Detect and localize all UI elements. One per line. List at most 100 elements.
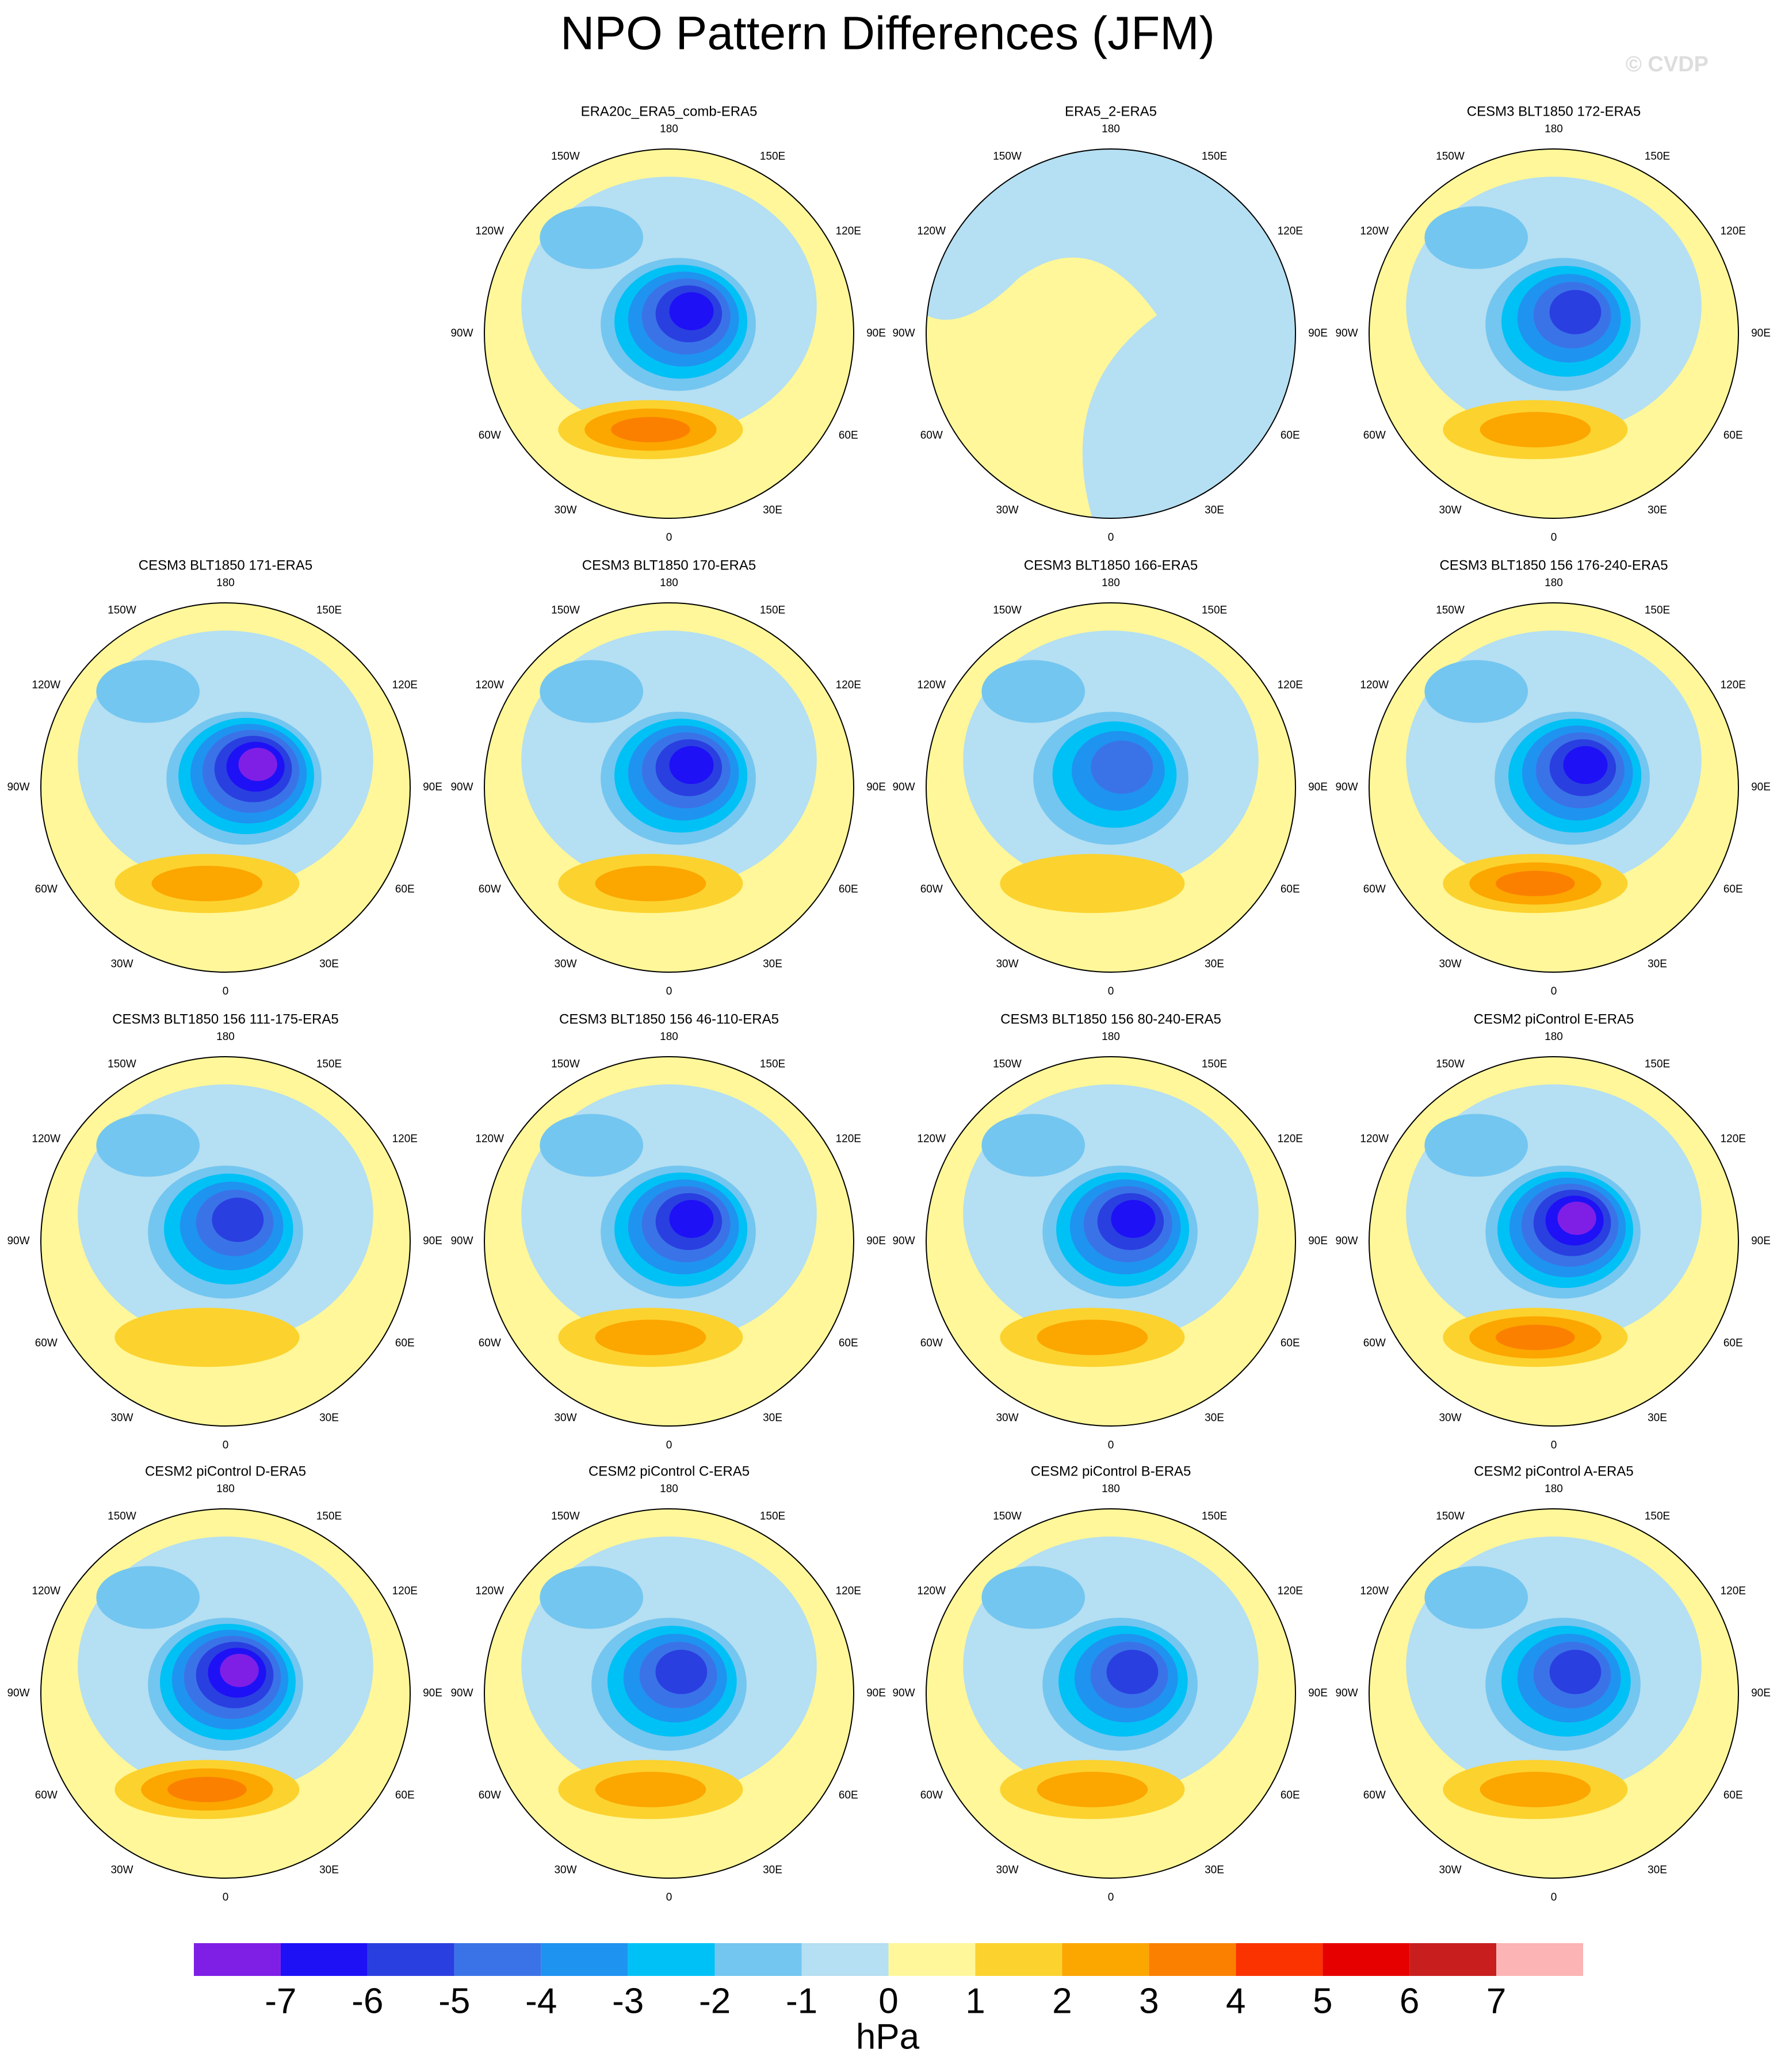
lon-label: 90W [450, 1687, 473, 1699]
lon-label: 60W [1363, 430, 1386, 442]
lon-label: 90E [423, 1235, 442, 1247]
low-contour [1549, 290, 1602, 335]
lon-label: 0 [1108, 1439, 1114, 1451]
lon-label: 90W [892, 327, 915, 339]
pacific-low [981, 1114, 1086, 1177]
colorbar-tick-label: 6 [1400, 1981, 1419, 2021]
lon-label: 90W [1335, 781, 1358, 793]
lon-label: 0 [1551, 532, 1557, 544]
map-outline [926, 602, 1296, 973]
map-panel: CESM2 piControl E-ERA5 180 150E 120E 90E 60E 3… [1335, 1011, 1770, 1451]
lon-label: 150W [551, 1058, 580, 1071]
lon-label: 150W [993, 151, 1022, 163]
lon-label: 90E [1308, 781, 1328, 793]
lon-label: 120E [1721, 679, 1746, 691]
high-contour [1496, 1324, 1575, 1350]
lon-label: 120W [917, 1585, 946, 1597]
lon-label: 30E [319, 958, 339, 970]
lon-label: 30E [319, 1864, 339, 1876]
map-outline [1369, 1508, 1739, 1879]
map-panel: CESM3 BLT1850 156 176-240-ERA5 180 150E 120… [1335, 557, 1770, 997]
colorbar-swatch [628, 1943, 715, 1976]
colorbar-swatch [541, 1943, 628, 1976]
low-contour [669, 746, 714, 785]
colorbar-tick-label: -2 [699, 1981, 731, 2021]
panel-title: CESM3 BLT1850 172-ERA5 [1467, 104, 1641, 119]
lon-label: 30W [1439, 958, 1461, 970]
colorbar-swatch [888, 1943, 976, 1976]
lon-label: 180 [1545, 1483, 1563, 1495]
map-panel: ERA5_2-ERA5 180 150E 120E 90E 60E 30E 0 30W 60W 90… [892, 104, 1327, 544]
high-contour [595, 866, 706, 901]
negative-region [926, 149, 1295, 518]
lon-label: 150E [760, 151, 785, 163]
lon-label: 120E [1278, 679, 1303, 691]
lon-label: 60E [1723, 884, 1743, 896]
lon-label: 120E [392, 1585, 418, 1597]
colorbar-swatch [801, 1943, 889, 1976]
lon-label: 180 [1102, 1483, 1120, 1495]
lon-label: 180 [1102, 123, 1120, 135]
lon-label: 30W [996, 504, 1018, 516]
panel-title: CESM3 BLT1850 166-ERA5 [1024, 557, 1198, 573]
lon-label: 150E [1202, 605, 1227, 617]
lon-label: 90E [866, 327, 886, 339]
lon-label: 120W [475, 1585, 504, 1597]
lon-label: 120E [1278, 225, 1303, 238]
lon-label: 60W [479, 430, 501, 442]
lon-label: 120W [917, 679, 946, 691]
lon-label: 30W [996, 1864, 1018, 1876]
high-contour [1037, 1772, 1148, 1807]
lon-label: 60E [1281, 884, 1300, 896]
high-contour [151, 866, 263, 901]
lon-label: 150E [1645, 605, 1670, 617]
colorbar-swatch [194, 1943, 281, 1976]
lon-label: 120E [1721, 225, 1746, 238]
lon-label: 30E [319, 1412, 339, 1424]
low-contour [669, 1200, 714, 1238]
high-contour [1480, 1772, 1591, 1807]
lon-label: 120W [1360, 1133, 1389, 1145]
lon-label: 60E [1281, 430, 1300, 442]
lon-label: 120W [475, 679, 504, 691]
lon-label: 60E [395, 1790, 415, 1802]
panel-title: CESM2 piControl E-ERA5 [1474, 1011, 1634, 1027]
lon-label: 60E [1723, 430, 1743, 442]
colorbar-tick-label: 5 [1313, 1981, 1332, 2021]
lon-label: 30E [1648, 1864, 1667, 1876]
lon-label: 30W [996, 1412, 1018, 1424]
lon-label: 150W [108, 605, 136, 617]
lon-label: 120E [1721, 1133, 1746, 1145]
map-panel: ERA20c_ERA5_comb-ERA5 180 150E 120E 90E 60E 30… [450, 104, 885, 544]
pacific-low [1424, 1566, 1528, 1629]
lon-label: 30W [1439, 1412, 1461, 1424]
lon-label: 90W [1335, 327, 1358, 339]
panel-title: CESM3 BLT1850 156 80-240-ERA5 [1000, 1011, 1221, 1027]
lon-label: 0 [223, 985, 229, 997]
map-field [484, 149, 854, 518]
lon-label: 30E [1648, 504, 1667, 516]
lon-label: 30E [1648, 1412, 1667, 1424]
lon-label: 30W [1439, 1864, 1461, 1876]
colorbar-swatch [975, 1943, 1063, 1976]
lon-label: 90E [1751, 327, 1771, 339]
map-field [926, 1509, 1295, 1878]
map-field [484, 603, 854, 972]
map-field [1369, 1057, 1738, 1426]
panel-title: ERA5_2-ERA5 [1065, 104, 1157, 119]
pacific-low [1424, 660, 1528, 723]
lon-label: 0 [666, 985, 672, 997]
lon-label: 180 [216, 1031, 235, 1043]
lon-label: 30E [763, 504, 782, 516]
lon-label: 120W [32, 1585, 60, 1597]
lon-label: 150W [551, 605, 580, 617]
lon-label: 90E [866, 1235, 886, 1247]
pacific-low [96, 1114, 200, 1177]
lon-label: 120E [836, 1133, 861, 1145]
colorbar-tick-label: 7 [1486, 1981, 1506, 2021]
colorbar-swatch [1323, 1943, 1410, 1976]
colorbar-label: hPa [856, 2017, 920, 2056]
colorbar-swatch [1496, 1943, 1583, 1976]
lon-label: 30E [1205, 958, 1224, 970]
lon-label: 120W [1360, 1585, 1389, 1597]
